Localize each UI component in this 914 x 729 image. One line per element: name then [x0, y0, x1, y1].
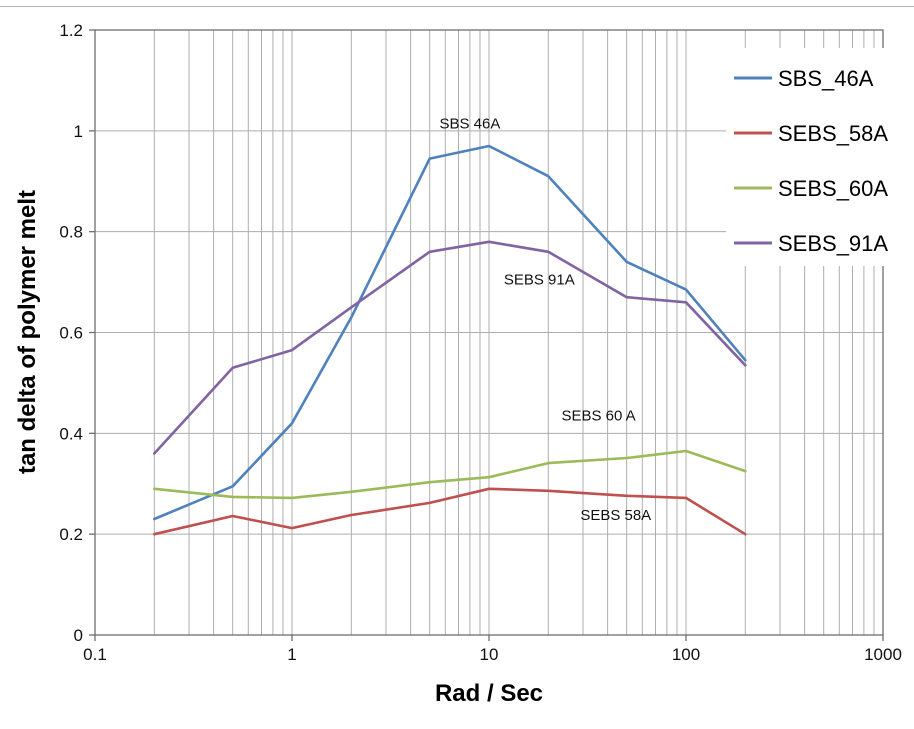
y-tick-label: 1.2	[59, 21, 83, 40]
gridlines	[94, 29, 884, 635]
x-tick-label: 100	[672, 645, 700, 664]
y-tick-label: 0.8	[59, 223, 83, 242]
top-divider-line	[0, 6, 914, 7]
x-tick-label: 1000	[864, 645, 902, 664]
series-annotation: SBS 46A	[439, 115, 500, 132]
y-tick-label: 0	[74, 626, 83, 645]
series-line-SEBS_58A	[153, 487, 747, 536]
x-tick-label: 10	[480, 645, 499, 664]
series-annotation: SEBS 60 A	[561, 408, 635, 425]
legend-label-SBS_46A: SBS_46A	[778, 66, 874, 91]
y-axis-title: tan delta of polymer melt	[14, 189, 41, 475]
legend-background	[726, 48, 914, 266]
series-annotation: SEBS 91A	[504, 272, 575, 289]
x-tick-label: 1	[287, 645, 296, 664]
series-annotation: SEBS 58A	[580, 507, 651, 524]
legend: SBS_46A SEBS_58A SEBS_60A SEBS_91A	[726, 48, 914, 266]
y-tick-label: 1	[74, 122, 83, 141]
y-tick-label: 0.4	[59, 424, 83, 443]
series-line-SEBS_91A	[153, 240, 747, 455]
x-axis-title: Rad / Sec	[434, 680, 544, 707]
legend-label-SEBS_60A: SEBS_60A	[778, 176, 888, 201]
y-tick-label: 0.2	[59, 525, 83, 544]
x-tick-label: 0.1	[83, 645, 107, 664]
y-tick-label: 0.6	[59, 324, 83, 343]
series-line-SBS_46A	[153, 144, 747, 521]
legend-label-SEBS_91A: SEBS_91A	[778, 231, 888, 256]
axis-ticks	[89, 29, 884, 641]
series-line-SEBS_60A	[153, 449, 747, 500]
legend-label-SEBS_58A: SEBS_58A	[778, 121, 888, 146]
